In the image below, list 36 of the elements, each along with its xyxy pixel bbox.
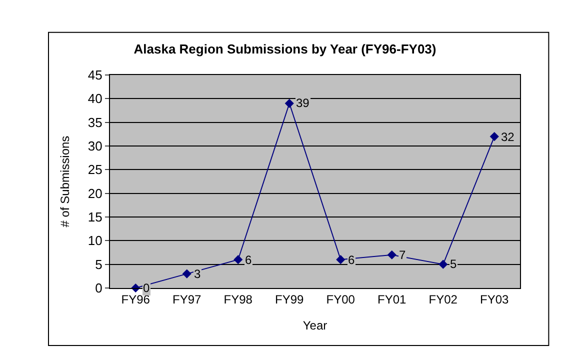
x-tick-label: FY96 — [121, 292, 150, 306]
y-tick-label: 5 — [95, 256, 102, 272]
point — [336, 255, 346, 264]
data-label: 3 — [194, 267, 201, 281]
x-tick-label: FY01 — [378, 292, 407, 306]
y-axis-title: # of Submissions — [58, 136, 72, 228]
data-label: 6 — [245, 253, 252, 267]
x-tick-label: FY00 — [326, 292, 356, 306]
x-tick-label: FY99 — [275, 292, 304, 306]
y-tick-label: 15 — [88, 210, 102, 225]
y-tick-label: 40 — [88, 91, 102, 106]
x-tick-label: FY98 — [224, 292, 253, 306]
point — [234, 255, 243, 264]
y-tick-label: 20 — [88, 186, 102, 201]
data-label: 5 — [450, 257, 457, 271]
x-axis-title: Year — [302, 318, 328, 332]
point — [438, 260, 448, 269]
y-tick-label: 25 — [88, 162, 102, 178]
x-tick-label: FY02 — [428, 292, 458, 306]
y-tick-label: 45 — [88, 68, 102, 83]
x-tick-label: FY03 — [480, 292, 510, 306]
y-tick-label: 35 — [88, 114, 102, 130]
point — [182, 269, 192, 278]
data-label: 39 — [296, 96, 310, 110]
data-label: 0 — [143, 281, 150, 295]
y-tick-label: 10 — [88, 233, 102, 248]
data-label: 32 — [501, 130, 515, 144]
y-tick-label: 0 — [95, 280, 102, 296]
data-label: 7 — [399, 248, 406, 262]
point — [284, 98, 294, 108]
data-label: 6 — [348, 253, 355, 267]
chart-title: Alaska Region Submissions by Year (FY96-FY03) — [134, 41, 436, 56]
point — [490, 132, 499, 142]
point — [387, 250, 396, 260]
y-tick-label: 30 — [88, 138, 102, 154]
x-tick-label: FY97 — [172, 292, 202, 306]
